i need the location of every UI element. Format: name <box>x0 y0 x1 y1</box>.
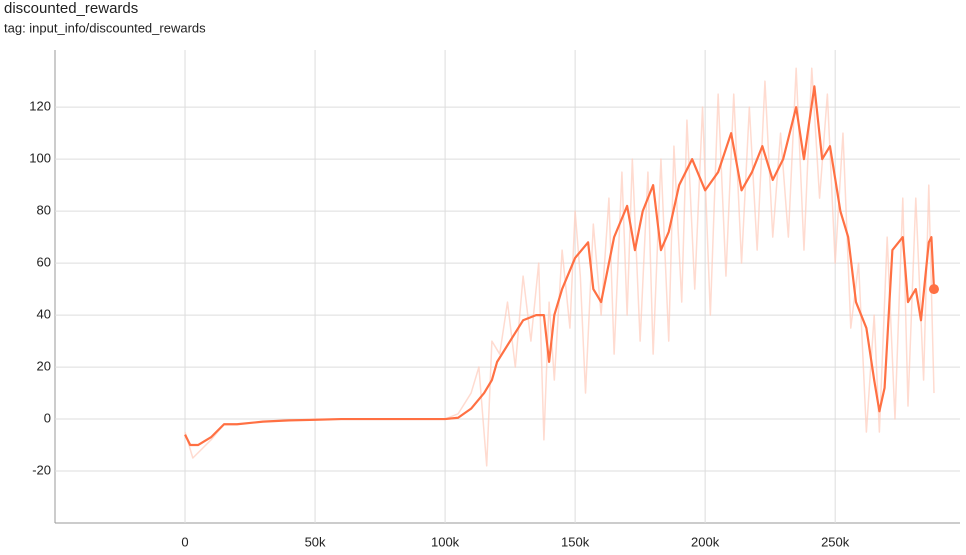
y-tick-label: -20 <box>32 462 51 477</box>
chart-title: discounted_rewards <box>4 0 138 17</box>
y-tick-label: 100 <box>29 151 51 166</box>
x-tick-label: 150k <box>561 534 590 549</box>
y-tick-label: 60 <box>37 255 51 270</box>
y-tick-label: 0 <box>44 410 51 425</box>
x-tick-label: 0 <box>181 534 188 549</box>
x-tick-label: 100k <box>431 534 460 549</box>
y-tick-label: 80 <box>37 203 51 218</box>
end-point <box>928 284 939 295</box>
y-tick-label: 40 <box>37 307 51 322</box>
x-tick-label: 50k <box>305 534 326 549</box>
chart-subtitle: tag: input_info/discounted_rewards <box>4 20 206 35</box>
x-tick-label: 250k <box>821 534 850 549</box>
series-line <box>184 85 936 447</box>
y-tick-label: 120 <box>29 99 51 114</box>
y-tick-label: 20 <box>37 359 51 374</box>
x-tick-label: 200k <box>691 534 720 549</box>
series-line <box>184 67 935 467</box>
